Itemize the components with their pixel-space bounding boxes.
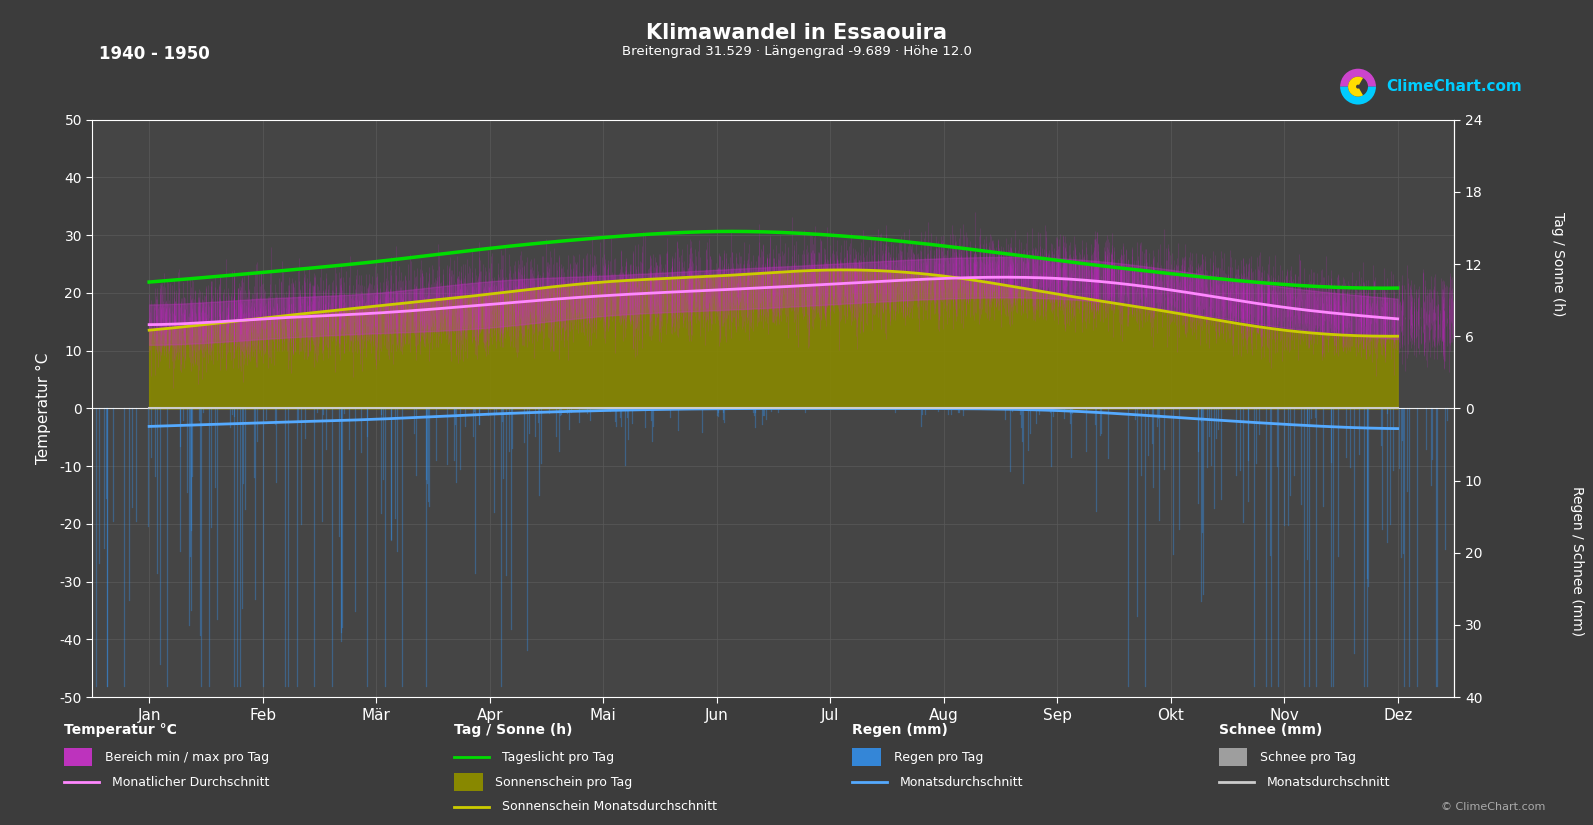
Text: Tageslicht pro Tag: Tageslicht pro Tag: [502, 751, 613, 764]
Text: Sonnenschein Monatsdurchschnitt: Sonnenschein Monatsdurchschnitt: [502, 800, 717, 813]
Text: Schnee pro Tag: Schnee pro Tag: [1260, 751, 1356, 764]
Text: Regen pro Tag: Regen pro Tag: [894, 751, 983, 764]
Wedge shape: [1340, 68, 1376, 87]
Text: Breitengrad 31.529 · Längengrad -9.689 · Höhe 12.0: Breitengrad 31.529 · Längengrad -9.689 ·…: [621, 45, 972, 59]
Text: Tag / Sonne (h): Tag / Sonne (h): [454, 724, 572, 737]
Wedge shape: [1348, 77, 1364, 97]
Text: Schnee (mm): Schnee (mm): [1219, 724, 1322, 737]
Text: Sonnenschein pro Tag: Sonnenschein pro Tag: [495, 776, 632, 789]
Text: Regen (mm): Regen (mm): [852, 724, 948, 737]
Text: Monatsdurchschnitt: Monatsdurchschnitt: [900, 776, 1024, 789]
Text: Tag / Sonne (h): Tag / Sonne (h): [1552, 212, 1564, 316]
Text: 1940 - 1950: 1940 - 1950: [99, 45, 210, 64]
Text: Regen / Schnee (mm): Regen / Schnee (mm): [1571, 486, 1583, 636]
Wedge shape: [1340, 87, 1376, 105]
Text: ClimeChart.com: ClimeChart.com: [1386, 79, 1521, 94]
Text: Monatlicher Durchschnitt: Monatlicher Durchschnitt: [112, 776, 269, 789]
Text: Monatsdurchschnitt: Monatsdurchschnitt: [1266, 776, 1391, 789]
Text: Klimawandel in Essaouira: Klimawandel in Essaouira: [647, 23, 946, 43]
Text: © ClimeChart.com: © ClimeChart.com: [1440, 802, 1545, 812]
Text: Temperatur °C: Temperatur °C: [64, 724, 177, 737]
Y-axis label: Temperatur °C: Temperatur °C: [37, 353, 51, 464]
Text: Bereich min / max pro Tag: Bereich min / max pro Tag: [105, 751, 269, 764]
